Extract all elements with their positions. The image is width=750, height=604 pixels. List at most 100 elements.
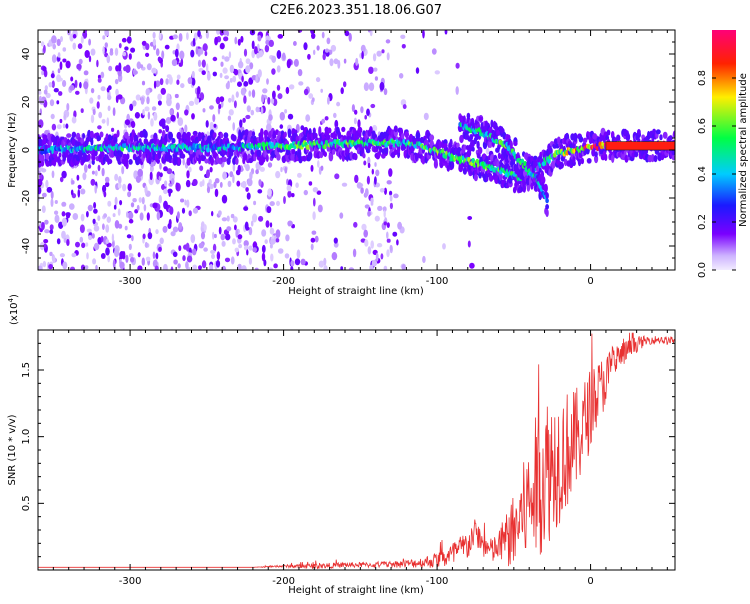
noise-speckle: [389, 190, 393, 196]
noise-speckle: [176, 79, 180, 85]
noise-speckle: [383, 265, 388, 270]
noise-speckle: [100, 71, 105, 79]
noise-speckle: [168, 76, 173, 85]
noise-speckle: [109, 48, 114, 53]
ridge-halo: [604, 153, 608, 161]
x-tick-label: -300: [119, 576, 142, 587]
noise-speckle: [369, 264, 374, 270]
noise-speckle: [331, 252, 338, 261]
noise-speckle: [106, 87, 110, 93]
noise-speckle: [290, 265, 294, 270]
noise-speckle: [80, 213, 85, 222]
ridge-halo: [90, 137, 94, 146]
noise-speckle: [162, 225, 168, 233]
ridge-halo: [383, 146, 389, 154]
noise-speckle: [136, 204, 140, 211]
noise-speckle: [137, 252, 141, 258]
noise-speckle: [344, 30, 350, 37]
noise-speckle: [105, 224, 110, 233]
noise-speckle: [114, 78, 119, 85]
noise-speckle: [220, 100, 224, 108]
noise-speckle: [289, 84, 295, 90]
noise-speckle: [361, 223, 367, 231]
noise-speckle: [232, 163, 236, 172]
x-tick-label: -100: [426, 276, 449, 287]
noise-speckle: [141, 80, 146, 86]
noise-speckle: [280, 167, 283, 173]
noise-speckle: [201, 70, 206, 76]
ridge-halo: [586, 158, 592, 164]
noise-speckle: [214, 36, 219, 46]
ridge-halo: [530, 182, 534, 190]
noise-speckle: [248, 90, 252, 97]
ridge-halo: [393, 125, 398, 133]
noise-speckle: [130, 47, 136, 53]
noise-speckle: [56, 100, 60, 105]
noise-speckle: [113, 204, 117, 210]
ridge-halo: [525, 177, 530, 186]
ridge-halo: [509, 140, 513, 149]
ridge-halo: [128, 159, 133, 165]
noise-speckle: [237, 164, 241, 173]
noise-speckle: [75, 241, 80, 248]
noise-speckle: [251, 89, 256, 98]
noise-speckle: [135, 94, 141, 101]
noise-speckle: [232, 238, 236, 245]
noise-speckle: [300, 125, 305, 131]
noise-speckle: [224, 257, 231, 263]
noise-speckle: [285, 234, 290, 242]
noise-speckle: [209, 166, 213, 173]
noise-speckle: [321, 31, 325, 39]
noise-speckle: [204, 50, 208, 57]
ridge-halo: [223, 132, 229, 139]
noise-speckle: [84, 50, 90, 58]
noise-speckle: [233, 69, 239, 76]
noise-speckle: [171, 59, 178, 67]
noise-speckle: [106, 117, 110, 127]
noise-speckle: [38, 90, 42, 95]
ridge-halo: [415, 132, 421, 140]
noise-speckle: [248, 77, 254, 85]
noise-speckle: [221, 55, 225, 60]
noise-speckle: [185, 179, 191, 188]
noise-speckle: [79, 236, 84, 243]
ridge-halo: [545, 192, 549, 200]
noise-speckle: [383, 88, 388, 96]
noise-speckle: [360, 106, 364, 114]
noise-speckle: [49, 251, 53, 257]
noise-speckle: [146, 212, 150, 221]
noise-speckle: [271, 55, 277, 63]
noise-speckle: [107, 255, 111, 263]
noise-speckle: [220, 61, 224, 67]
ridge-halo: [557, 154, 561, 161]
noise-speckle: [136, 61, 141, 70]
noise-speckle: [305, 114, 311, 122]
ridge-halo: [290, 153, 295, 161]
noise-speckle: [351, 104, 355, 113]
noise-speckle: [101, 167, 105, 177]
ridge-halo: [545, 209, 549, 217]
noise-speckle: [363, 229, 369, 238]
ridge-halo: [80, 137, 85, 144]
ridge-halo: [108, 134, 112, 141]
noise-speckle: [216, 251, 221, 261]
noise-speckle: [175, 182, 179, 191]
ridge-halo: [662, 131, 668, 139]
ridge-halo: [138, 149, 142, 158]
noise-speckle: [264, 44, 270, 53]
noise-speckle: [229, 171, 234, 178]
noise-speckle: [195, 46, 199, 55]
noise-speckle: [220, 233, 226, 241]
ridge-halo: [220, 132, 224, 139]
noise-speckle: [159, 237, 164, 245]
noise-speckle: [313, 197, 316, 207]
noise-speckle: [41, 70, 45, 76]
noise-speckle: [96, 59, 99, 68]
noise-speckle: [182, 158, 185, 166]
noise-speckle: [141, 40, 147, 46]
noise-speckle: [173, 259, 178, 265]
noise-speckle: [348, 32, 352, 42]
noise-speckle: [81, 242, 86, 249]
